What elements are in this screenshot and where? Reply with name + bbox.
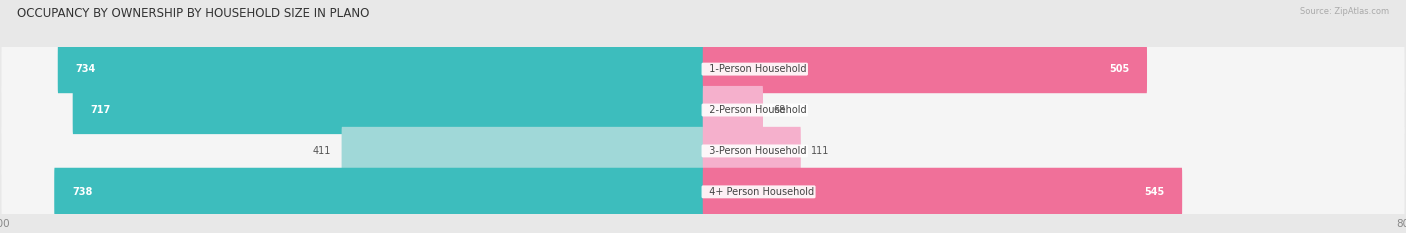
FancyBboxPatch shape <box>1 86 1405 134</box>
Text: 734: 734 <box>76 64 96 74</box>
Text: 505: 505 <box>1109 64 1129 74</box>
Text: 738: 738 <box>72 187 93 197</box>
Text: 4+ Person Household: 4+ Person Household <box>703 187 814 197</box>
FancyBboxPatch shape <box>703 168 1182 216</box>
FancyBboxPatch shape <box>1 127 1405 175</box>
FancyBboxPatch shape <box>58 45 703 93</box>
Text: 68: 68 <box>773 105 786 115</box>
Text: 2-Person Household: 2-Person Household <box>703 105 807 115</box>
Text: 111: 111 <box>811 146 830 156</box>
Text: 717: 717 <box>90 105 111 115</box>
FancyBboxPatch shape <box>1 45 1405 93</box>
Text: 411: 411 <box>314 146 332 156</box>
Text: OCCUPANCY BY OWNERSHIP BY HOUSEHOLD SIZE IN PLANO: OCCUPANCY BY OWNERSHIP BY HOUSEHOLD SIZE… <box>17 7 370 20</box>
Text: 1-Person Household: 1-Person Household <box>703 64 807 74</box>
FancyBboxPatch shape <box>703 127 801 175</box>
Text: 545: 545 <box>1144 187 1164 197</box>
FancyBboxPatch shape <box>703 86 763 134</box>
FancyBboxPatch shape <box>703 45 1147 93</box>
Text: Source: ZipAtlas.com: Source: ZipAtlas.com <box>1301 7 1389 16</box>
Text: 3-Person Household: 3-Person Household <box>703 146 807 156</box>
FancyBboxPatch shape <box>1 168 1405 216</box>
FancyBboxPatch shape <box>55 168 703 216</box>
FancyBboxPatch shape <box>73 86 703 134</box>
FancyBboxPatch shape <box>342 127 703 175</box>
